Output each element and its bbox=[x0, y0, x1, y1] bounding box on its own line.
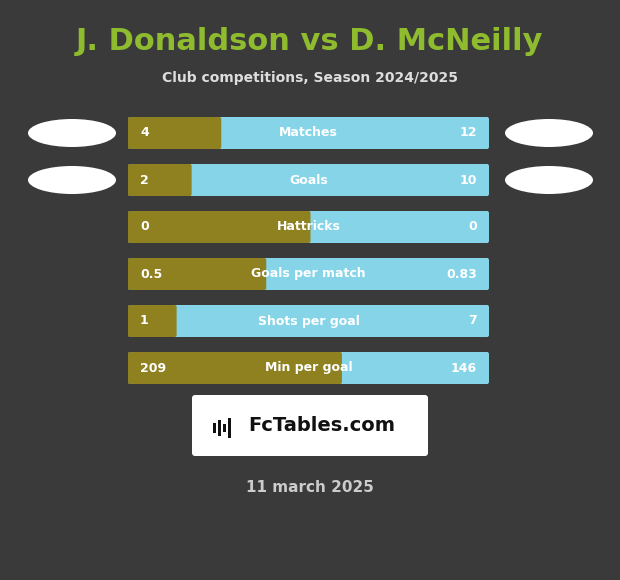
Text: 146: 146 bbox=[451, 361, 477, 375]
FancyBboxPatch shape bbox=[128, 211, 489, 243]
FancyBboxPatch shape bbox=[128, 305, 489, 337]
Text: Shots per goal: Shots per goal bbox=[257, 314, 360, 328]
Text: FcTables.com: FcTables.com bbox=[249, 416, 396, 435]
Text: 0: 0 bbox=[140, 220, 149, 234]
Ellipse shape bbox=[505, 166, 593, 194]
Text: 0: 0 bbox=[468, 220, 477, 234]
Text: 11 march 2025: 11 march 2025 bbox=[246, 480, 374, 495]
Text: 0.83: 0.83 bbox=[446, 267, 477, 281]
Text: Club competitions, Season 2024/2025: Club competitions, Season 2024/2025 bbox=[162, 71, 458, 85]
Text: 4: 4 bbox=[140, 126, 149, 140]
FancyBboxPatch shape bbox=[128, 258, 266, 290]
FancyBboxPatch shape bbox=[128, 164, 489, 196]
Ellipse shape bbox=[505, 119, 593, 147]
FancyBboxPatch shape bbox=[128, 117, 489, 149]
Bar bbox=[218, 419, 221, 436]
Text: 209: 209 bbox=[140, 361, 166, 375]
Bar bbox=[228, 418, 231, 437]
FancyBboxPatch shape bbox=[128, 258, 489, 290]
Text: 7: 7 bbox=[468, 314, 477, 328]
Text: 12: 12 bbox=[459, 126, 477, 140]
Text: J. Donaldson vs D. McNeilly: J. Donaldson vs D. McNeilly bbox=[76, 27, 544, 56]
FancyBboxPatch shape bbox=[192, 395, 428, 456]
Text: Goals: Goals bbox=[289, 173, 328, 187]
Ellipse shape bbox=[28, 119, 116, 147]
Text: 1: 1 bbox=[140, 314, 149, 328]
FancyBboxPatch shape bbox=[128, 352, 342, 384]
Bar bbox=[223, 423, 226, 432]
Text: Goals per match: Goals per match bbox=[251, 267, 366, 281]
FancyBboxPatch shape bbox=[128, 305, 177, 337]
Text: Hattricks: Hattricks bbox=[277, 220, 340, 234]
Text: 10: 10 bbox=[459, 173, 477, 187]
Bar bbox=[213, 422, 216, 433]
Text: Matches: Matches bbox=[279, 126, 338, 140]
Text: 2: 2 bbox=[140, 173, 149, 187]
FancyBboxPatch shape bbox=[128, 164, 192, 196]
FancyBboxPatch shape bbox=[128, 211, 311, 243]
FancyBboxPatch shape bbox=[128, 117, 221, 149]
Text: Min per goal: Min per goal bbox=[265, 361, 352, 375]
FancyBboxPatch shape bbox=[128, 352, 489, 384]
Ellipse shape bbox=[28, 166, 116, 194]
Text: 0.5: 0.5 bbox=[140, 267, 162, 281]
